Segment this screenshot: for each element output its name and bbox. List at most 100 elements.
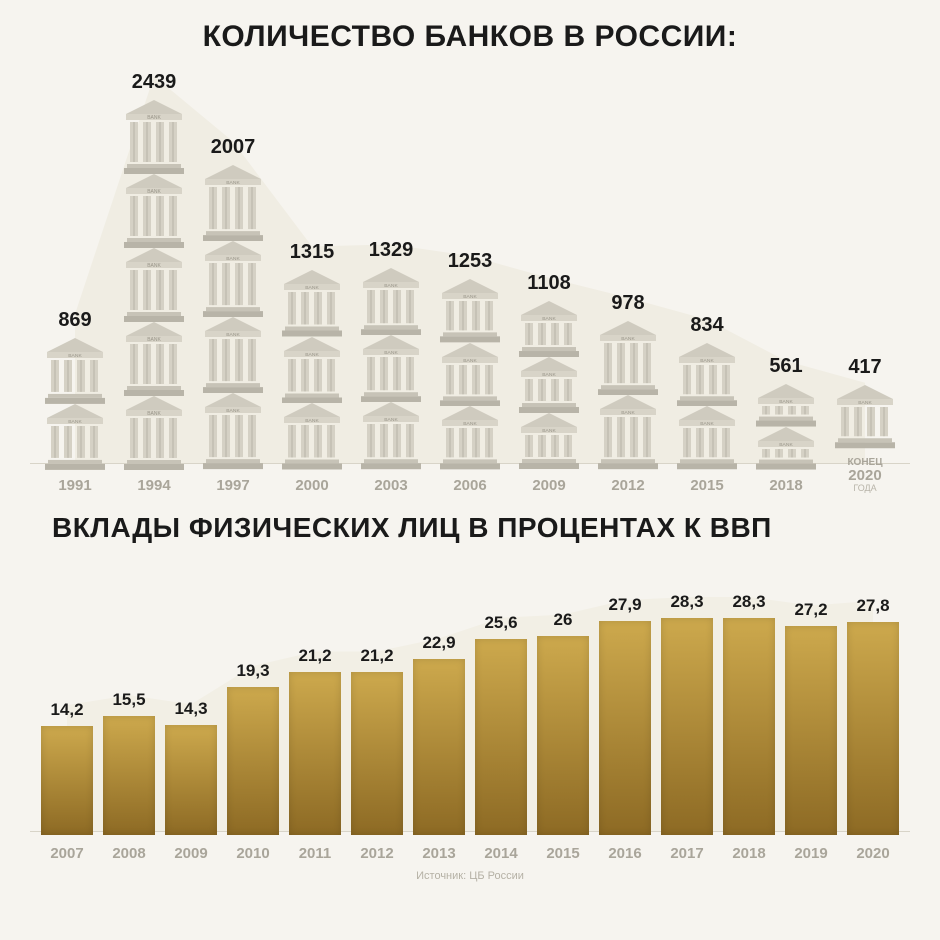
deposit-year-label: 2017 [670, 845, 703, 862]
bank-year-label: 1991 [58, 478, 91, 495]
deposit-column: 27,9 2016 [596, 595, 654, 862]
bank-value-label: 2439 [132, 71, 177, 94]
deposit-year-label: 2015 [546, 845, 579, 862]
svg-text:BANK: BANK [147, 189, 161, 195]
svg-text:BANK: BANK [305, 352, 319, 358]
bank-column: 978 BANK BANK 2012 [593, 292, 663, 494]
bank-column: 2007 BANK BANK BANK [198, 136, 268, 494]
bank-icon: BANK [203, 241, 263, 317]
bank-value-label: 2007 [211, 136, 256, 159]
bank-stack: BANK BANK BANK [519, 301, 579, 469]
deposit-column: 19,32010 [224, 661, 282, 862]
deposit-bar [661, 618, 713, 835]
deposit-value-label: 19,3 [236, 661, 269, 681]
svg-text:BANK: BANK [68, 419, 82, 425]
deposit-year-label: 2019 [794, 845, 827, 862]
deposit-column: 28,3 2017 [658, 592, 716, 862]
bank-icon: BANK [440, 406, 500, 469]
deposit-bar [413, 659, 465, 835]
deposit-column: 27,82020 [844, 596, 902, 862]
deposit-year-label: 2011 [299, 845, 332, 862]
bank-year-label: 2015 [690, 478, 723, 495]
deposit-bar [723, 618, 775, 835]
deposit-column: 22,92013 [410, 633, 468, 862]
bank-column: 2439 BANK BANK BANK [119, 71, 189, 495]
svg-text:BANK: BANK [305, 285, 319, 291]
svg-text:BANK: BANK [384, 283, 398, 289]
bank-value-label: 869 [58, 309, 91, 332]
bank-icon: BANK [203, 393, 263, 469]
deposits-chart-title: ВКЛАДЫ ФИЗИЧЕСКИХ ЛИЦ В ПРОЦЕНТАХ К ВВП [30, 512, 910, 544]
bank-icon: BANK [598, 321, 658, 395]
bank-stack: BANK BANK [756, 384, 816, 469]
bank-icon: BANK [361, 335, 421, 402]
deposit-column: 15,52008 [100, 690, 158, 862]
deposit-value-label: 28,3 [732, 592, 765, 612]
deposit-value-label: 28,3 [670, 592, 703, 612]
deposit-bar [785, 626, 837, 835]
deposit-year-label: 2016 [608, 845, 641, 862]
deposit-year-label: 2009 [174, 845, 207, 862]
deposit-value-label: 26 [554, 610, 573, 630]
svg-text:BANK: BANK [305, 418, 319, 424]
bank-icon: BANK [124, 396, 184, 470]
svg-text:BANK: BANK [542, 316, 556, 322]
deposit-year-label: 2020 [856, 845, 889, 862]
deposit-value-label: 21,2 [298, 646, 331, 666]
bank-icon: BANK [45, 404, 105, 470]
bank-stack: BANK BANK BANK [440, 279, 500, 469]
bank-icon: BANK [519, 413, 579, 469]
svg-text:BANK: BANK [779, 399, 793, 405]
deposit-bar [289, 672, 341, 835]
bank-icon: BANK [282, 337, 342, 403]
bank-icon: BANK [124, 174, 184, 248]
bank-stack: BANK BANK BANK [124, 100, 184, 470]
bank-icon: BANK [519, 357, 579, 413]
deposit-column: 14,22007 [38, 700, 96, 862]
bank-year-label: 2018 [769, 478, 802, 495]
bank-value-label: 1108 [527, 272, 570, 295]
bank-icon: BANK [440, 279, 500, 342]
bank-column: 1315 BANK BANK BANK [277, 241, 347, 494]
bank-stack: BANK BANK [677, 343, 737, 470]
svg-text:BANK: BANK [226, 256, 240, 262]
deposit-value-label: 27,9 [608, 595, 641, 615]
bank-year-label: 1997 [216, 478, 249, 495]
bank-column: 561 BANK BANK 2018 [751, 355, 821, 494]
bank-icon: BANK [361, 402, 421, 469]
deposit-bar [537, 636, 589, 835]
bank-icon: BANK [835, 385, 895, 448]
svg-text:BANK: BANK [621, 410, 635, 416]
bank-stack: BANK BANK BANK [282, 270, 342, 469]
deposit-bar [847, 622, 899, 835]
bank-year-label: 2009 [532, 478, 565, 495]
bank-value-label: 978 [611, 292, 644, 315]
bank-value-label: 1315 [290, 241, 335, 264]
deposit-column: 26 2015 [534, 610, 592, 862]
svg-text:BANK: BANK [226, 408, 240, 414]
bank-icon: BANK [45, 338, 105, 404]
banks-chart-title: КОЛИЧЕСТВО БАНКОВ В РОССИИ: [30, 20, 910, 54]
svg-text:BANK: BANK [147, 115, 161, 121]
bank-year-label: КОНЕЦ2020ГОДА [847, 457, 882, 494]
deposit-year-label: 2007 [50, 845, 83, 862]
deposit-value-label: 22,9 [422, 633, 455, 653]
bank-column: 417 BANK КОНЕЦ2020ГОДА [830, 356, 900, 494]
bank-value-label: 834 [690, 314, 723, 337]
bank-icon: BANK [361, 268, 421, 335]
bank-stack: BANK BANK BANK [203, 165, 263, 469]
bank-value-label: 1253 [448, 250, 493, 273]
svg-text:BANK: BANK [621, 336, 635, 342]
deposit-bar [103, 716, 155, 835]
bank-icon: BANK [519, 301, 579, 357]
svg-text:BANK: BANK [858, 400, 872, 406]
bank-icon: BANK [440, 343, 500, 406]
deposit-column: 14,32009 [162, 699, 220, 862]
svg-text:BANK: BANK [542, 428, 556, 434]
deposit-column: 25,62014 [472, 613, 530, 862]
bank-stack: BANK BANK [45, 338, 105, 470]
svg-text:BANK: BANK [384, 417, 398, 423]
deposit-year-label: 2018 [732, 845, 765, 862]
deposit-value-label: 25,6 [484, 613, 517, 633]
svg-text:BANK: BANK [463, 294, 477, 300]
